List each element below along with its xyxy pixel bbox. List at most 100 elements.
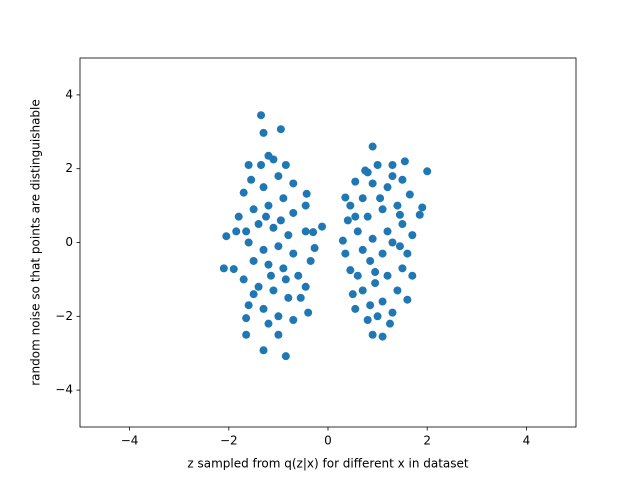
point (269, 286, 278, 295)
point (418, 203, 427, 212)
point (259, 128, 268, 137)
point (346, 266, 355, 275)
point (368, 234, 377, 243)
point (415, 210, 424, 219)
point (276, 125, 285, 134)
point (386, 319, 394, 328)
point (398, 175, 407, 184)
point (269, 223, 278, 232)
point (368, 142, 377, 151)
point (269, 155, 278, 164)
point (274, 330, 283, 339)
point (343, 216, 352, 225)
point (259, 183, 268, 192)
x-axis-label: z sampled from q(z|x) for different x in… (187, 457, 469, 471)
point (257, 161, 266, 170)
point (294, 271, 303, 280)
point (388, 172, 397, 181)
point (423, 167, 432, 176)
point (341, 249, 350, 258)
point (351, 212, 360, 221)
y-tick-label: −4 (55, 383, 73, 397)
point (254, 282, 263, 291)
point (353, 271, 362, 280)
point (378, 249, 387, 258)
point (301, 282, 310, 291)
point (408, 231, 417, 240)
point (242, 227, 251, 236)
point (232, 227, 241, 236)
point (289, 249, 298, 258)
point (229, 265, 238, 274)
point (259, 304, 268, 313)
point (289, 315, 298, 324)
point (351, 304, 360, 313)
point (318, 222, 327, 231)
point (378, 205, 387, 214)
point (366, 301, 375, 310)
point (405, 190, 414, 199)
point (279, 264, 288, 273)
point (247, 175, 256, 184)
point (264, 319, 273, 328)
point (383, 183, 392, 192)
point (259, 346, 268, 355)
point (398, 220, 407, 229)
point (373, 312, 382, 321)
point (368, 330, 377, 339)
point (348, 290, 357, 299)
point (408, 271, 417, 280)
point (259, 245, 268, 254)
point (281, 352, 290, 361)
point (276, 216, 285, 225)
point (363, 168, 372, 177)
point (242, 330, 251, 339)
point (368, 179, 377, 188)
point (351, 177, 360, 186)
point (388, 161, 397, 170)
x-tick-label: −2 (220, 434, 238, 448)
point (346, 201, 355, 210)
point (254, 220, 263, 229)
y-tick-label: −2 (55, 309, 73, 323)
point (279, 194, 288, 203)
point (400, 157, 409, 166)
point (383, 227, 392, 236)
point (244, 301, 253, 310)
point (264, 260, 273, 269)
point (403, 249, 412, 258)
point (358, 245, 367, 254)
point (376, 194, 385, 203)
point (284, 293, 293, 302)
point (398, 264, 407, 273)
point (301, 227, 310, 236)
point (310, 244, 319, 253)
point (383, 271, 392, 280)
point (395, 210, 404, 219)
point (378, 332, 387, 341)
point (284, 231, 293, 240)
point (249, 256, 258, 265)
point (257, 111, 266, 120)
point (302, 189, 311, 198)
point (304, 308, 313, 317)
point (234, 212, 243, 221)
point (306, 256, 315, 265)
point (371, 279, 380, 288)
point (363, 315, 372, 324)
point (366, 256, 375, 265)
point (393, 286, 402, 295)
point (296, 293, 305, 302)
point (289, 208, 298, 217)
point (341, 193, 350, 202)
point (358, 194, 367, 203)
x-tick-label: 4 (523, 434, 531, 448)
point (403, 295, 412, 304)
point (244, 161, 253, 170)
point (309, 228, 318, 237)
x-tick-label: 0 (324, 434, 332, 448)
point (378, 297, 387, 306)
point (249, 205, 258, 214)
